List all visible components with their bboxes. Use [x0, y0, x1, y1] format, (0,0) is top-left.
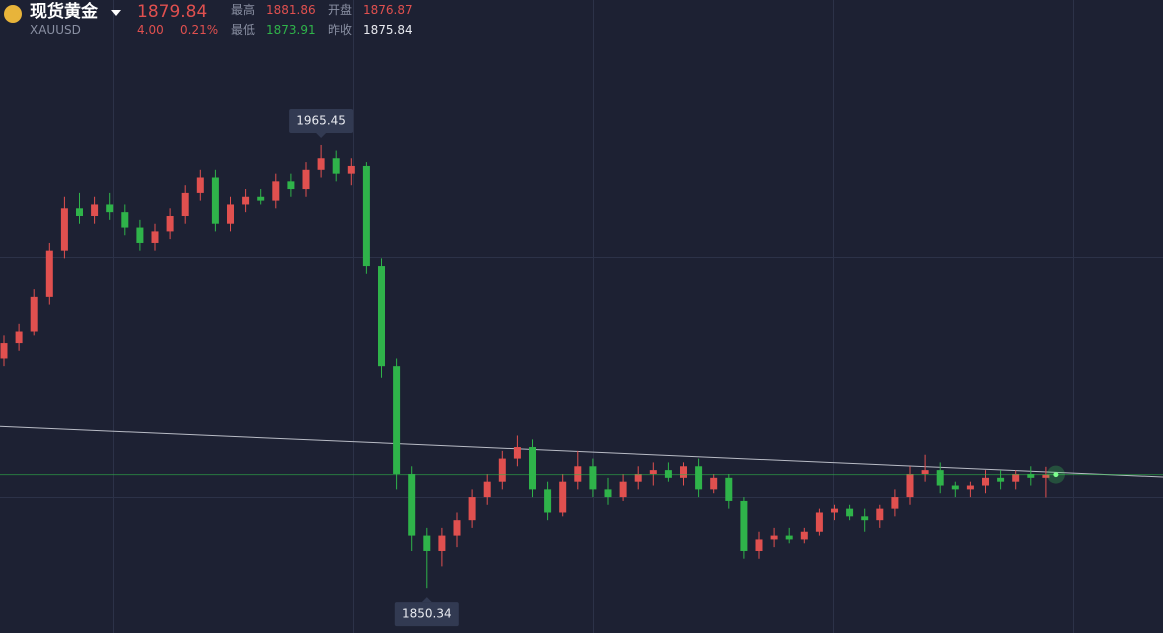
- candle-body: [936, 470, 944, 486]
- candle-body: [257, 196, 265, 201]
- candle-body: [483, 481, 491, 498]
- symbol: XAUUSD: [30, 23, 81, 37]
- candle-body: [45, 250, 53, 297]
- candle-body: [242, 196, 250, 205]
- candle-body: [815, 512, 823, 532]
- prev-close-label: 昨收: [328, 23, 353, 37]
- candle-body: [997, 477, 1005, 482]
- candle-body: [906, 473, 914, 498]
- candle-body: [181, 192, 189, 217]
- candle-body: [770, 535, 778, 540]
- candle-body: [544, 489, 552, 513]
- candle-body: [498, 458, 506, 482]
- candle-body: [649, 470, 657, 474]
- dropdown-arrow[interactable]: [111, 10, 121, 16]
- candle-body: [0, 343, 8, 359]
- candle-body: [423, 535, 431, 551]
- price-label: 1965.45: [296, 113, 346, 127]
- candle-body: [951, 485, 959, 490]
- candle-body: [619, 481, 627, 498]
- candle-body: [347, 165, 355, 174]
- candle-body: [574, 466, 582, 482]
- candle-body: [362, 165, 370, 267]
- candle-body: [438, 535, 446, 551]
- candle-body: [800, 531, 808, 540]
- high-value: 1881.86: [266, 3, 316, 17]
- candle-body: [695, 466, 703, 490]
- candle-body: [966, 485, 974, 490]
- candle-body: [76, 208, 83, 217]
- candle-body: [287, 181, 295, 190]
- open-label: 开盘: [328, 3, 353, 17]
- price-label: 1850.34: [402, 607, 452, 621]
- candle-body: [831, 508, 838, 513]
- candle-body: [272, 181, 280, 201]
- candle-body: [468, 497, 476, 521]
- current-price-dot: [1053, 472, 1059, 478]
- candle-body: [136, 227, 144, 243]
- price-label-box: [289, 108, 354, 133]
- candle-body: [1012, 473, 1020, 482]
- candle-body: [1027, 473, 1035, 478]
- candle-body: [1042, 474, 1050, 478]
- trend-line: [0, 425, 1163, 478]
- prev-close-value: 1875.84: [363, 23, 413, 37]
- candle-body: [982, 477, 989, 486]
- low-value: 1873.91: [266, 23, 316, 37]
- instrument-name[interactable]: 现货黄金: [30, 2, 98, 22]
- candle-body: [634, 473, 642, 482]
- gold-icon: [4, 5, 22, 23]
- price-label-pointer: [421, 597, 432, 603]
- candle-body: [60, 208, 68, 251]
- candle-body: [378, 266, 385, 367]
- candle-body: [604, 489, 612, 498]
- last-price: 1879.84: [137, 2, 208, 22]
- candle-body: [166, 216, 174, 232]
- candle-body: [740, 500, 748, 551]
- candle-body: [106, 204, 114, 213]
- candle-body: [302, 169, 310, 190]
- candle-body: [921, 470, 929, 474]
- high-label: 最高: [231, 3, 256, 17]
- candle-body: [408, 473, 416, 536]
- candle-body: [317, 158, 325, 170]
- candle-body: [876, 508, 884, 521]
- change: 4.00: [137, 23, 164, 37]
- candle-body: [785, 535, 793, 540]
- candle-body: [227, 204, 234, 224]
- candle-body: [664, 470, 672, 478]
- candle-body: [861, 516, 869, 521]
- candle-body: [91, 204, 99, 217]
- candle-body: [891, 497, 899, 509]
- candle-body: [15, 331, 23, 344]
- low-label: 最低: [231, 23, 256, 37]
- candle-body: [393, 366, 401, 474]
- candle-body: [121, 212, 129, 228]
- candle-body: [529, 447, 536, 490]
- open-value: 1876.87: [363, 3, 413, 17]
- candle-body: [151, 231, 159, 243]
- candle-body: [453, 520, 461, 536]
- price-label-box: [394, 602, 459, 627]
- candle-body: [755, 539, 763, 551]
- change-pct: 0.21%: [180, 23, 219, 37]
- candle-body: [513, 447, 521, 459]
- candle-body: [589, 466, 597, 490]
- candle-body: [680, 466, 687, 478]
- candle-body: [710, 477, 718, 490]
- candle-body: [196, 177, 204, 193]
- candle-body: [211, 177, 219, 224]
- candle-body: [332, 158, 340, 174]
- candle-body: [559, 481, 567, 513]
- price-label-pointer: [316, 132, 327, 138]
- candle-body: [725, 477, 733, 501]
- candle-body: [30, 296, 38, 332]
- candle-body: [846, 508, 854, 517]
